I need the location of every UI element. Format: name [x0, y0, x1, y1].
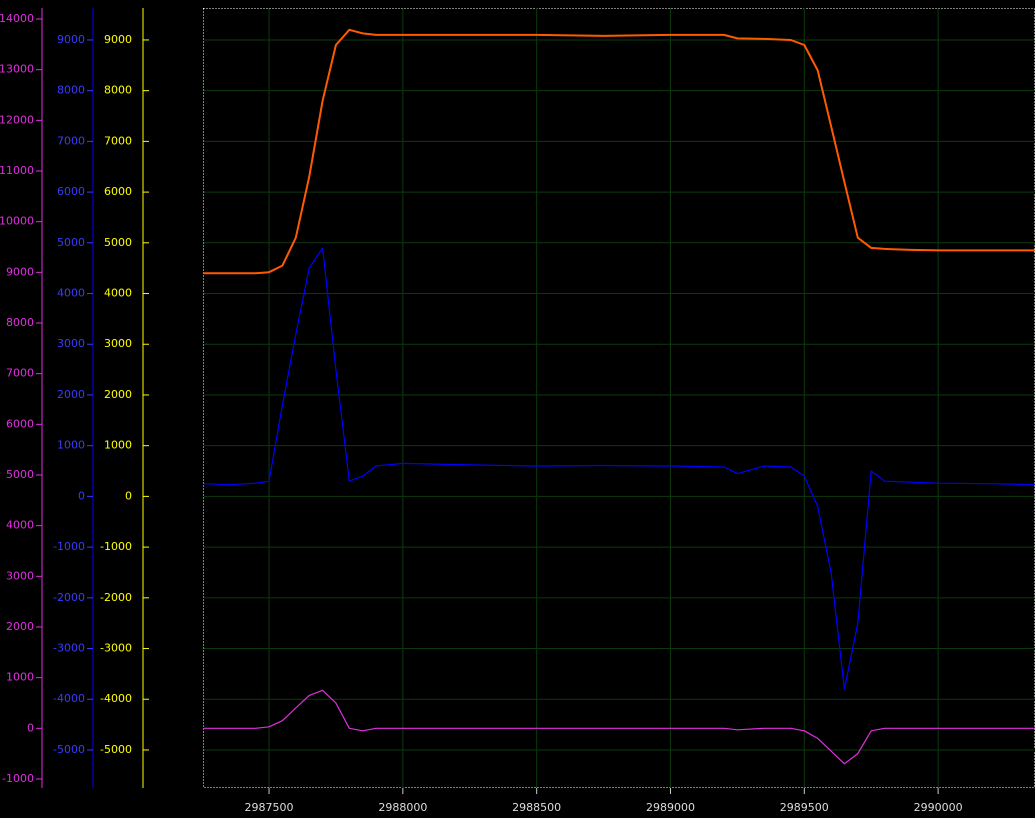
y-tick-label: -1000 [53, 540, 85, 553]
y-tick-label: 0 [125, 489, 132, 502]
y-tick-label: -5000 [100, 743, 132, 756]
y-tick-label: -2000 [53, 591, 85, 604]
y-tick-label: 8000 [57, 84, 85, 97]
y-tick-label: 7000 [104, 134, 132, 147]
y-tick-label: 1000 [6, 671, 34, 684]
y-tick-label: 5000 [104, 236, 132, 249]
y-tick-label: 5000 [57, 236, 85, 249]
plot-border [203, 8, 1035, 788]
y-tick-label: 2000 [104, 388, 132, 401]
y-tick-label: -5000 [53, 743, 85, 756]
y-tick-label: 8000 [104, 84, 132, 97]
y-tick-label: 7000 [6, 367, 34, 380]
y-tick-label: 3000 [57, 337, 85, 350]
y-tick-label: 1000 [57, 439, 85, 452]
y-tick-label: 5000 [6, 468, 34, 481]
y-tick-label: -4000 [53, 692, 85, 705]
y-tick-label: 6000 [6, 417, 34, 430]
y-tick-label: 11000 [0, 164, 34, 177]
y-tick-label: 2000 [57, 388, 85, 401]
series-line [204, 689, 1035, 765]
y-tick-label: -1000 [100, 540, 132, 553]
y-tick-label: 4000 [57, 287, 85, 300]
x-tick-label: 2988500 [512, 801, 561, 814]
y-tick-label: 9000 [6, 265, 34, 278]
x-tick-label: 2989000 [646, 801, 695, 814]
y-tick-label: 10000 [0, 215, 34, 228]
series-line [204, 28, 1035, 275]
x-tick-label: 2987500 [245, 801, 294, 814]
y-tick-label: 6000 [57, 185, 85, 198]
y-tick-label: 13000 [0, 63, 34, 76]
y-tick-label: 0 [27, 721, 34, 734]
y-tick-label: 2000 [6, 620, 34, 633]
y-tick-label: 3000 [6, 569, 34, 582]
y-tick-label: 12000 [0, 113, 34, 126]
y-tick-label: 8000 [6, 316, 34, 329]
series-line [203, 247, 1035, 690]
y-tick-label: 14000 [0, 12, 34, 25]
y-tick-label: 4000 [6, 519, 34, 532]
y-tick-label: -3000 [53, 642, 85, 655]
y-tick-label: 4000 [104, 287, 132, 300]
y-tick-label: 1000 [104, 439, 132, 452]
y-tick-label: 9000 [104, 33, 132, 46]
y-tick-label: 9000 [57, 33, 85, 46]
y-tick-label: 0 [78, 489, 85, 502]
y-tick-label: -1000 [2, 772, 34, 785]
x-tick-label: 2988000 [378, 801, 427, 814]
y-tick-label: -2000 [100, 591, 132, 604]
y-tick-label: -4000 [100, 692, 132, 705]
y-tick-label: -3000 [100, 642, 132, 655]
y-tick-label: 3000 [104, 337, 132, 350]
x-tick-label: 2989500 [780, 801, 829, 814]
y-tick-label: 6000 [104, 185, 132, 198]
x-tick-label: 2990000 [914, 801, 963, 814]
y-tick-label: 7000 [57, 134, 85, 147]
